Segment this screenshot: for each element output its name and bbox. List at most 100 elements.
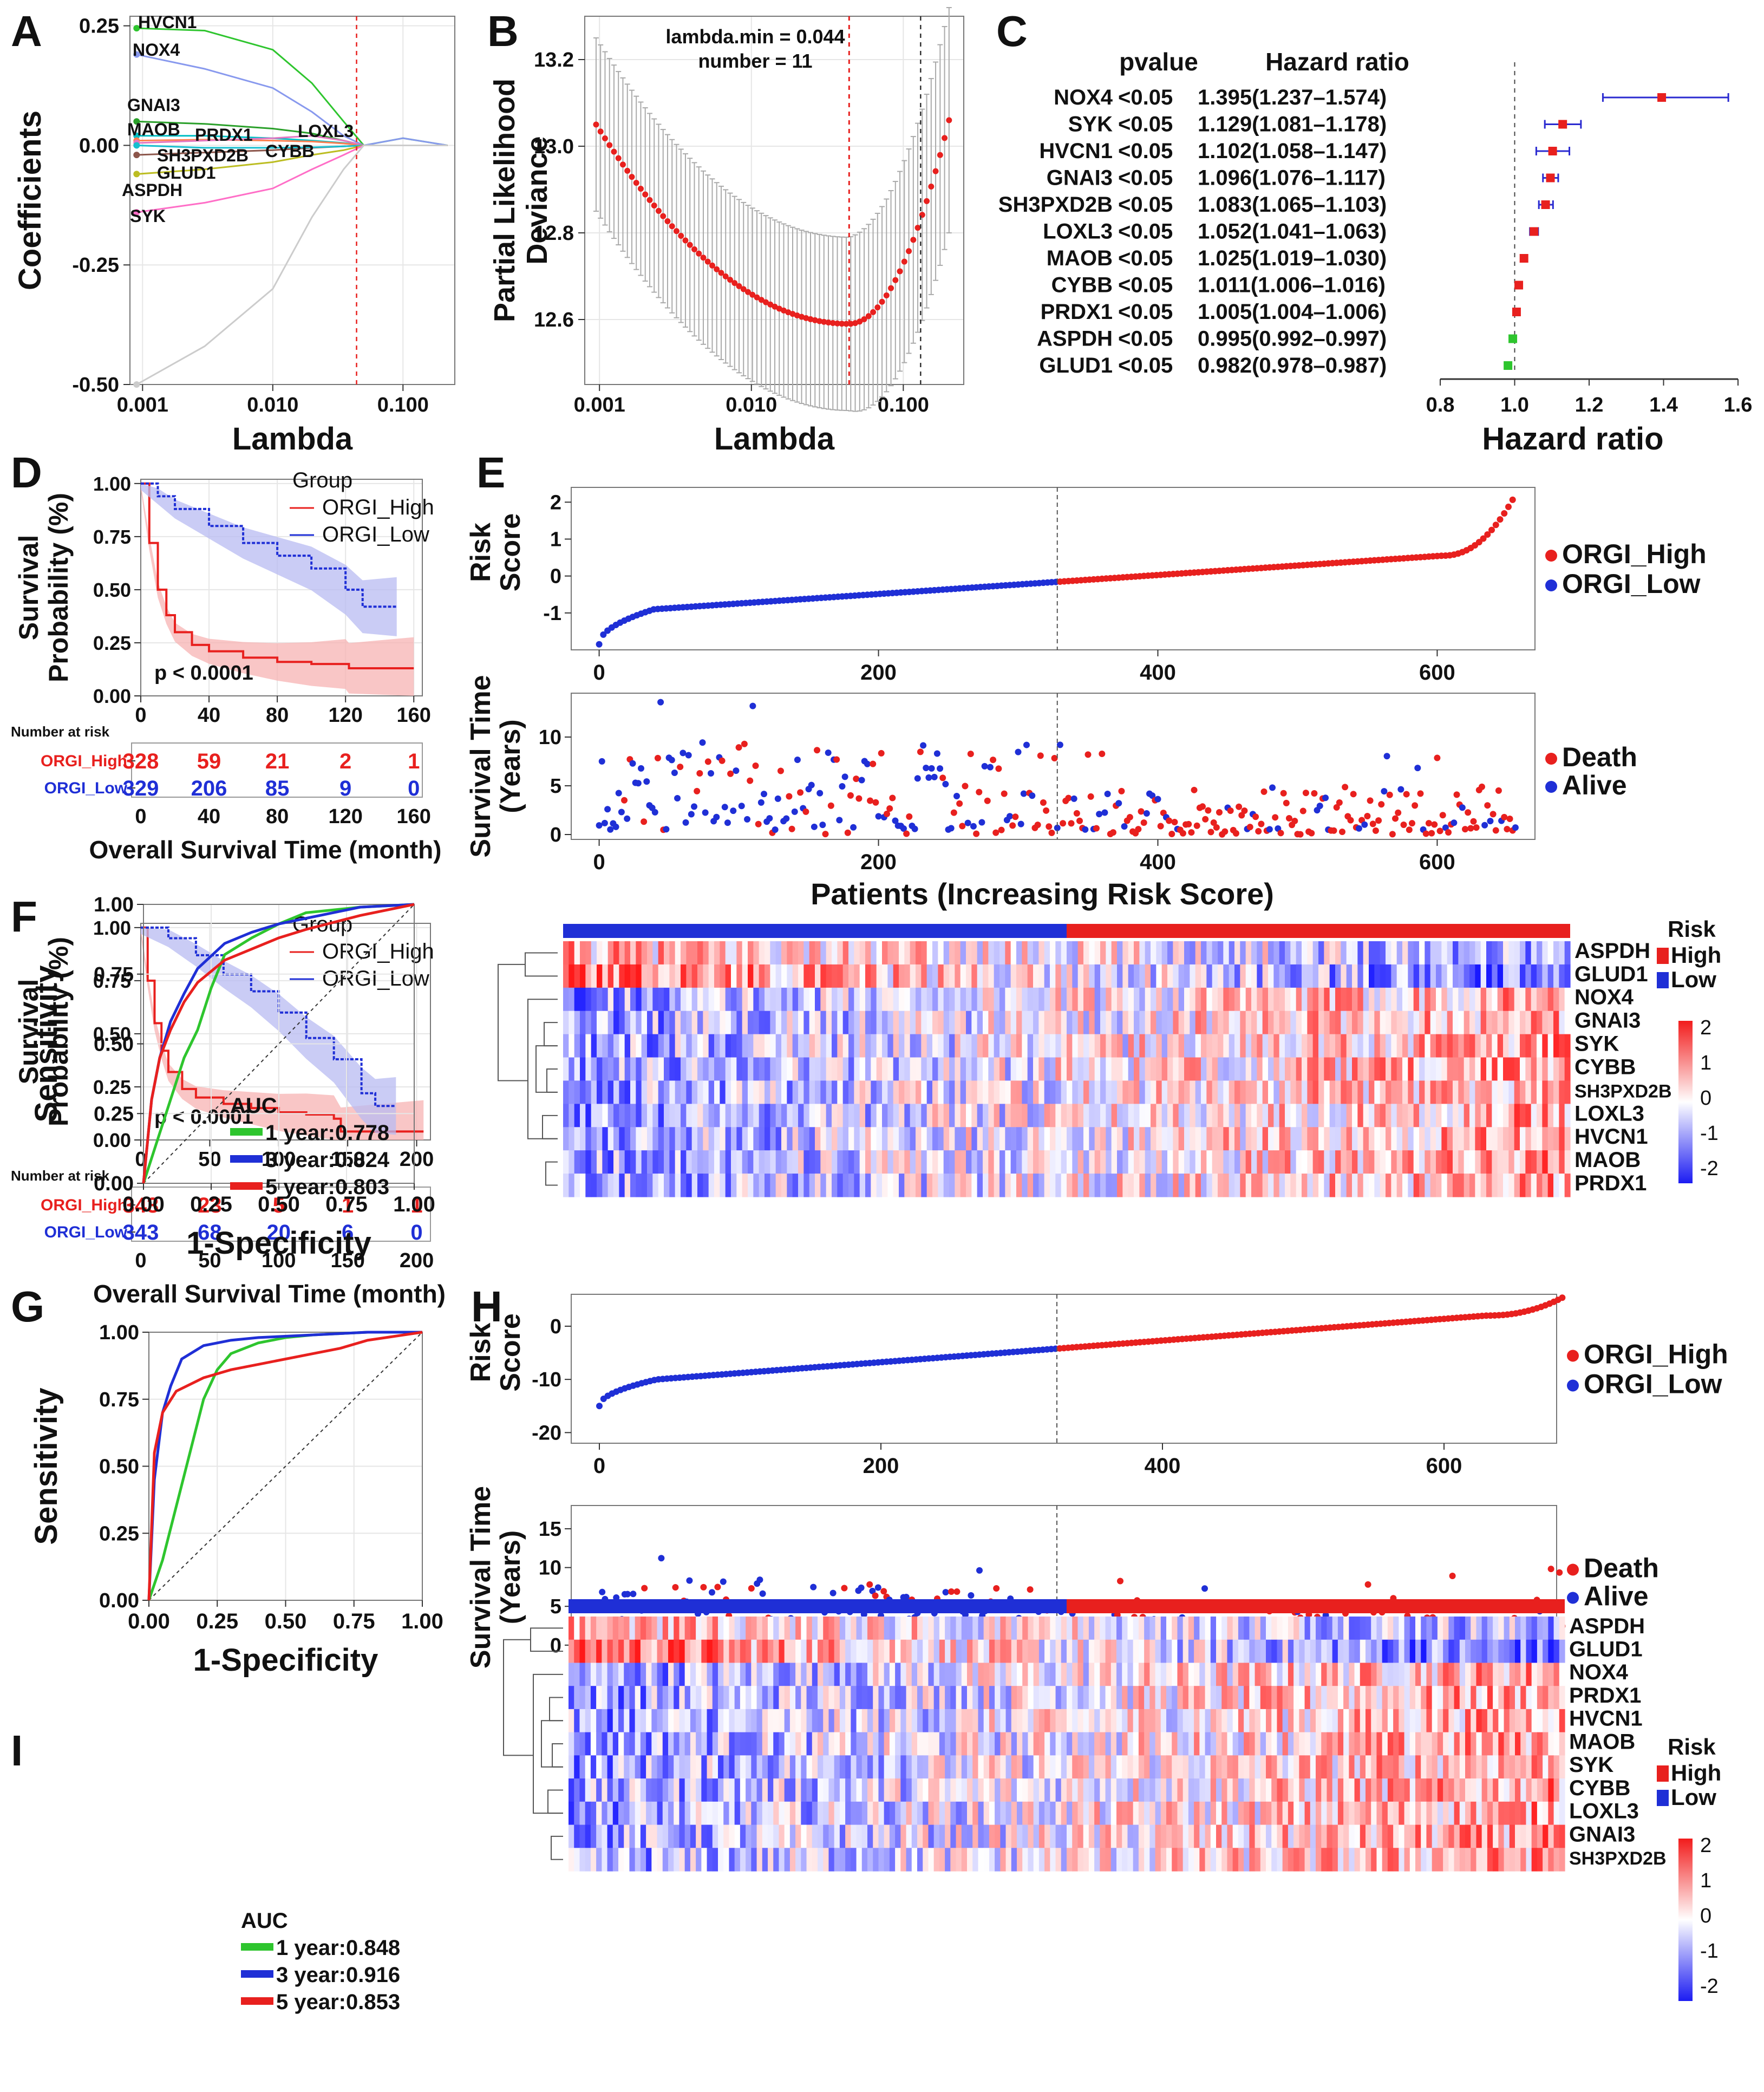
panel-g-chart: 1.000.750.500.250.000 50 100 150 200Survival… bbox=[11, 913, 446, 1308]
heatmap-cell bbox=[712, 1617, 718, 1640]
legend-title: Group bbox=[292, 468, 352, 492]
heatmap-cell bbox=[1514, 964, 1520, 988]
heatmap-cell bbox=[1216, 1617, 1222, 1640]
heatmap-cell bbox=[725, 964, 731, 988]
heatmap-cell bbox=[1218, 987, 1224, 1012]
heatmap-cell bbox=[1050, 1709, 1056, 1733]
heatmap-cell bbox=[1448, 1639, 1455, 1664]
heatmap-cell bbox=[1531, 1663, 1538, 1686]
heatmap-cell bbox=[871, 1011, 877, 1035]
heatmap-cell bbox=[1537, 1617, 1543, 1640]
alive-point bbox=[875, 813, 882, 820]
heatmap-cell bbox=[734, 1686, 741, 1710]
alive-point bbox=[811, 823, 818, 830]
heatmap-cell bbox=[1426, 1639, 1433, 1664]
alive-point bbox=[730, 807, 737, 814]
heatmap-cell bbox=[1061, 1080, 1067, 1104]
heatmap-cell bbox=[734, 1639, 741, 1664]
heatmap-cell bbox=[1139, 987, 1146, 1012]
death-point bbox=[1109, 829, 1116, 836]
heatmap-cell bbox=[1133, 1639, 1139, 1664]
heatmap-cell bbox=[803, 987, 810, 1012]
heatmap-cell bbox=[1430, 1150, 1436, 1174]
heatmap-cell bbox=[1475, 1080, 1481, 1104]
heatmap-cell bbox=[1290, 941, 1297, 965]
heatmap-cell bbox=[1268, 1104, 1274, 1128]
x-tick-label: 0.010 bbox=[726, 394, 777, 416]
heatmap-cell bbox=[652, 1150, 659, 1174]
heatmap-cell bbox=[765, 1150, 770, 1174]
colorbar-label: 2 bbox=[1700, 1016, 1711, 1039]
heatmap-cell bbox=[1459, 1663, 1466, 1686]
heatmap-cell bbox=[1117, 1150, 1123, 1174]
heatmap-cell bbox=[1067, 1034, 1073, 1058]
hazard-ratio-point bbox=[1657, 93, 1667, 102]
heatmap-cell bbox=[1033, 1104, 1039, 1128]
death-point bbox=[1260, 788, 1268, 795]
heatmap-cell bbox=[1122, 1617, 1128, 1640]
hazard-ratio-point bbox=[1530, 227, 1539, 236]
heatmap-cell bbox=[1548, 1686, 1554, 1710]
heatmap-cell bbox=[848, 1057, 854, 1081]
heatmap-cell bbox=[1531, 964, 1537, 988]
legend-dot bbox=[1545, 550, 1557, 562]
roc-curve-1-year bbox=[142, 903, 415, 1184]
heatmap-cell bbox=[1184, 1080, 1190, 1104]
heatmap-cell bbox=[945, 1617, 951, 1640]
heatmap-cell bbox=[1537, 1057, 1543, 1081]
heatmap-cell bbox=[597, 1057, 603, 1081]
heatmap-cell bbox=[1067, 1080, 1073, 1104]
heatmap-cell bbox=[1564, 1174, 1571, 1197]
heatmap-cell bbox=[938, 1034, 944, 1058]
heatmap-cell bbox=[960, 941, 966, 965]
heatmap-cell bbox=[904, 941, 911, 965]
heatmap-cell bbox=[1310, 1686, 1316, 1710]
heatmap-cell bbox=[736, 964, 743, 988]
heatmap-cell bbox=[1067, 1617, 1073, 1640]
death-point bbox=[1213, 824, 1220, 831]
heatmap-cell bbox=[1044, 1034, 1050, 1058]
heatmap-cell bbox=[1128, 964, 1134, 988]
heatmap-cell bbox=[1205, 1617, 1211, 1640]
heatmap-cell bbox=[994, 1150, 1000, 1174]
heatmap-cell bbox=[569, 941, 575, 965]
heatmap-cell bbox=[1033, 1150, 1039, 1174]
heatmap-cell bbox=[1105, 1709, 1112, 1733]
heatmap-cell bbox=[792, 1127, 799, 1151]
heatmap-cell bbox=[1190, 987, 1196, 1012]
heatmap-cell bbox=[1553, 941, 1559, 965]
heatmap-cell bbox=[1443, 1709, 1449, 1733]
heatmap-cell bbox=[1537, 1034, 1543, 1058]
heatmap-cell bbox=[1352, 1174, 1358, 1197]
deviance-point bbox=[731, 280, 738, 286]
heatmap-cell bbox=[1559, 1174, 1565, 1197]
heatmap-cell bbox=[856, 1617, 863, 1640]
heatmap-cell bbox=[955, 1034, 961, 1058]
heatmap-cell bbox=[1408, 941, 1414, 965]
panel-letter-e: E bbox=[476, 448, 505, 497]
heatmap-cell bbox=[1155, 1617, 1161, 1640]
heatmap-cell bbox=[736, 1127, 743, 1151]
y-tick-label: 0.75 bbox=[93, 970, 131, 992]
alive-point bbox=[635, 780, 642, 787]
risk-count: 2 bbox=[339, 750, 351, 773]
heatmap-cell bbox=[1525, 1104, 1532, 1128]
heatmap-cell bbox=[1542, 987, 1549, 1012]
heatmap-cell bbox=[1318, 987, 1324, 1012]
heatmap-cell bbox=[839, 1617, 846, 1640]
heatmap-cell bbox=[1094, 1127, 1101, 1151]
heatmap-cell bbox=[1094, 1080, 1101, 1104]
heatmap-cell bbox=[613, 1104, 619, 1128]
heatmap-cell bbox=[1238, 1639, 1244, 1664]
heatmap-cell bbox=[691, 1080, 698, 1104]
death-point bbox=[950, 809, 957, 816]
heatmap-cell bbox=[734, 1617, 741, 1640]
heatmap-cell bbox=[1503, 1174, 1509, 1197]
heatmap-cell bbox=[1182, 1686, 1189, 1710]
heatmap-cell bbox=[751, 1663, 757, 1686]
heatmap-cell bbox=[889, 1663, 896, 1686]
heatmap-cell bbox=[1480, 1174, 1487, 1197]
heatmap-cell bbox=[1005, 1174, 1011, 1197]
heatmap-cell bbox=[1425, 1174, 1431, 1197]
heatmap-cell bbox=[1277, 1686, 1283, 1710]
